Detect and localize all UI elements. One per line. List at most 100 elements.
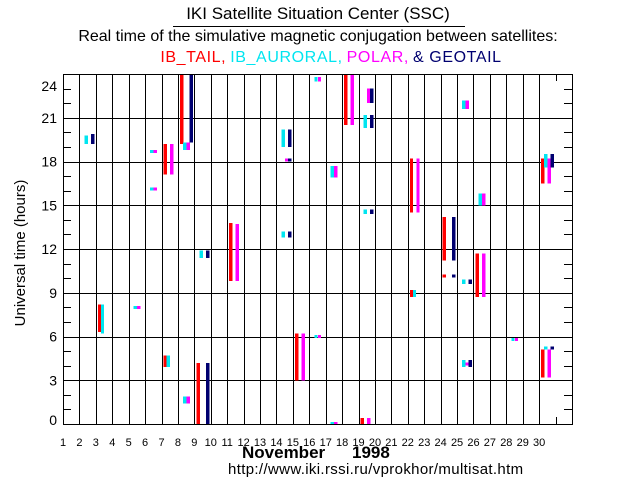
y-tick-label: 9 (49, 285, 57, 301)
x-tick-label: 27 (484, 437, 496, 449)
x-tick-label: 29 (517, 437, 529, 449)
x-tick-label: 6 (142, 437, 148, 449)
bar-ib-auroral-day-19 (363, 209, 367, 214)
y-tick-label: 15 (41, 197, 57, 213)
bar-polar-day-18 (350, 74, 355, 126)
bar-geotail-day-24 (452, 274, 456, 278)
bar-polar-day-22 (416, 158, 420, 213)
grid (63, 74, 572, 424)
bar-ib-tail-day-30 (541, 158, 545, 184)
bar-polar-day-26 (481, 253, 486, 298)
bar-ib-auroral-day-9 (199, 250, 203, 258)
x-tick-label: 7 (158, 437, 164, 449)
x-tick-label: 4 (109, 437, 115, 449)
x-tick-label: 12 (237, 437, 249, 449)
x-axis-label-month: November (242, 443, 326, 462)
bar-polar-day-7 (170, 144, 174, 175)
bar-polar-day-11 (235, 224, 240, 282)
bar-ib-auroral-day-5 (133, 305, 138, 309)
legend-item-geotail: & GEOTAIL (412, 49, 502, 66)
bar-geotail-day-30 (550, 154, 555, 168)
chart-title: IKI Satellite Situation Center (SSC) (186, 4, 450, 23)
bar-ib-auroral-day-8 (182, 396, 187, 404)
bar-polar-day-6 (153, 149, 157, 153)
plot-border (63, 74, 573, 425)
x-tick-label: 22 (402, 437, 414, 449)
bar-ib-tail-day-30 (541, 349, 545, 378)
bar-geotail-day-24 (452, 216, 456, 261)
bar-ib-auroral-day-17 (330, 421, 335, 425)
bar-polar-day-19 (367, 418, 371, 424)
bar-ib-auroral-day-6 (150, 187, 154, 191)
bar-geotail-day-9 (205, 250, 210, 258)
bar-ib-auroral-day-3 (100, 304, 105, 334)
x-axis-label-year: 1998 (352, 443, 390, 462)
x-tick-label: 16 (303, 437, 315, 449)
x-tick-label: 9 (191, 437, 197, 449)
x-tick-label: 3 (93, 437, 99, 449)
bar-ib-tail-day-3 (97, 304, 102, 333)
bar-ib-tail-day-18 (344, 74, 348, 126)
bar-ib-tail-day-8 (179, 74, 184, 144)
y-axis-label: Universal time (hours) (12, 179, 29, 327)
x-tick-label: 21 (385, 437, 397, 449)
bar-ib-auroral-day-25 (462, 359, 466, 368)
bar-polar-day-6 (153, 187, 157, 191)
x-tick-label: 2 (76, 437, 82, 449)
bar-geotail-day-19 (370, 209, 374, 214)
bar-ib-auroral-day-7 (166, 355, 170, 368)
data-bars (84, 74, 555, 425)
bar-geotail-day-9 (205, 362, 210, 424)
bar-ib-tail-day-11 (229, 222, 233, 282)
x-tick-label: 5 (126, 437, 132, 449)
bar-ib-auroral-day-30 (544, 346, 548, 350)
title-underline (173, 26, 465, 27)
x-tick-label: 19 (352, 437, 364, 449)
x-tick-label: 1 (60, 437, 66, 449)
bar-ib-auroral-day-17 (330, 165, 335, 178)
bar-ib-tail-day-7 (163, 355, 167, 368)
bar-polar-day-25 (465, 362, 469, 366)
x-tick-label: 11 (221, 437, 232, 449)
bar-ib-auroral-day-30 (544, 154, 548, 168)
bar-ib-auroral-day-25 (462, 100, 466, 109)
bar-ib-auroral-day-16 (314, 76, 318, 82)
bar-polar-day-5 (137, 305, 141, 309)
bar-ib-tail-day-26 (475, 253, 479, 298)
bar-ib-auroral-day-28 (511, 337, 515, 341)
bar-ib-auroral-day-14 (281, 129, 285, 147)
x-tick-label: 10 (205, 437, 217, 449)
x-tick-label: 23 (418, 437, 430, 449)
bar-geotail-day-19 (370, 88, 374, 104)
bar-polar-day-17 (334, 165, 338, 178)
bar-polar-day-15 (301, 333, 305, 381)
x-tick-label: 30 (533, 437, 545, 449)
legend-item-polar: POLAR, (346, 49, 409, 66)
bar-geotail-day-2 (90, 133, 95, 144)
bar-ib-auroral-day-25 (462, 279, 466, 284)
bar-polar-day-14 (284, 158, 289, 162)
bar-geotail-day-14 (287, 158, 292, 162)
x-tick-label: 20 (369, 437, 381, 449)
bar-polar-day-28 (514, 337, 519, 341)
bar-ib-tail-day-19 (360, 418, 364, 424)
bar-ib-tail-day-22 (409, 158, 414, 213)
bar-ib-auroral-day-19 (363, 114, 367, 128)
x-tick-label: 28 (500, 437, 512, 449)
x-tick-label: 14 (270, 437, 282, 449)
x-tick-labels: 1 2 3 4 5 6 7 8 9 10 11 12 13 14 15 16 17 18 19 20 21 22 23 24 2… (60, 437, 545, 449)
x-tick-label: 25 (451, 437, 463, 449)
y-tick-labels: 0 3 6 9 12 15 18 21 24 (41, 78, 57, 428)
bar-polar-day-30 (547, 349, 552, 378)
bar-polar-day-8 (186, 396, 190, 404)
bar-ib-auroral-day-22 (412, 289, 417, 298)
bar-ib-tail-day-9 (196, 362, 200, 424)
bar-ib-auroral-day-16 (314, 335, 318, 338)
bar-polar-day-19 (367, 88, 371, 104)
bar-geotail-day-14 (287, 231, 292, 238)
bar-ib-auroral-day-8 (182, 142, 187, 150)
chart-subtitle: Real time of the simulative magnetic con… (78, 28, 558, 45)
y-tick-label: 12 (41, 241, 57, 257)
bar-polar-day-16 (317, 76, 322, 82)
